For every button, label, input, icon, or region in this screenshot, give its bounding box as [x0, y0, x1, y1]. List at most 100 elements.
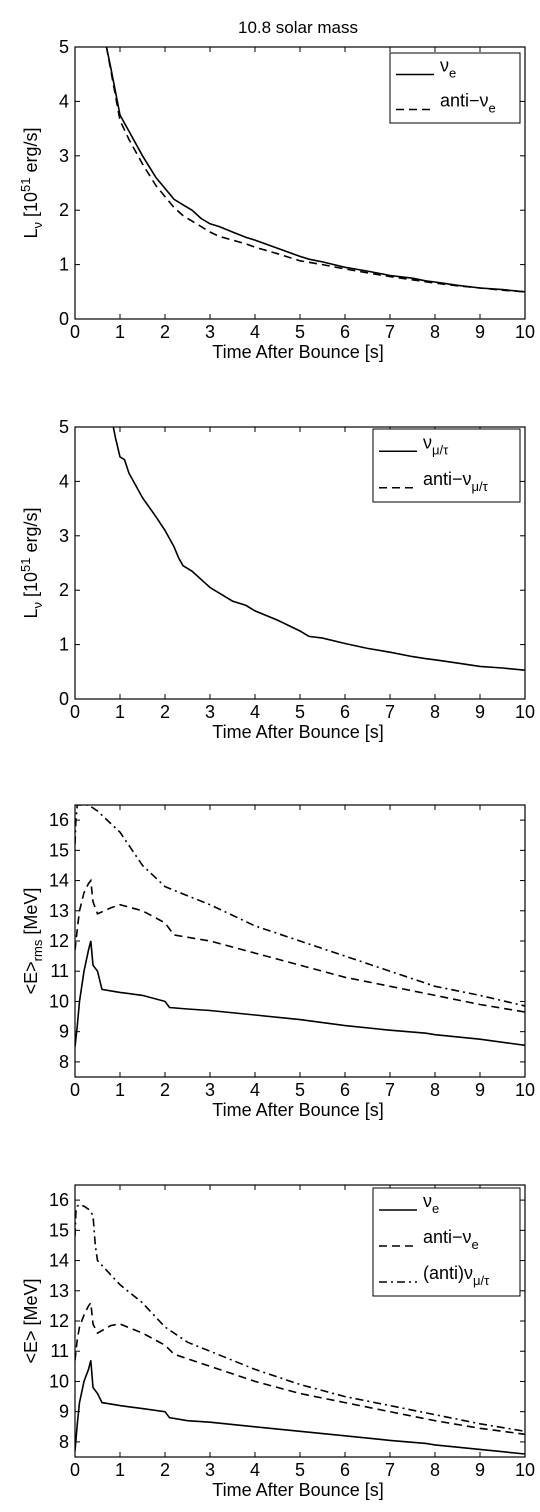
x-tick-label: 6	[340, 1460, 350, 1480]
x-tick-label: 4	[250, 1460, 260, 1480]
legend-label: anti−νμ/τ	[423, 469, 489, 494]
legend-label: (anti)νμ/τ	[423, 1263, 490, 1288]
y-tick-label: 0	[59, 309, 69, 329]
x-tick-label: 6	[340, 322, 350, 342]
x-tick-label: 4	[250, 702, 260, 722]
y-tick-label: 2	[59, 200, 69, 220]
x-tick-label: 10	[515, 702, 535, 722]
y-tick-label: 10	[49, 991, 69, 1011]
y-tick-label: 1	[59, 255, 69, 275]
y-tick-label: 5	[59, 37, 69, 57]
series-line-1	[105, 47, 525, 293]
x-tick-label: 5	[295, 1460, 305, 1480]
y-tick-label: 5	[59, 417, 69, 437]
y-tick-label: 4	[59, 471, 69, 491]
x-tick-label: 6	[340, 702, 350, 722]
x-tick-label: 1	[115, 1460, 125, 1480]
series-line-1	[112, 427, 525, 671]
legend: νe anti−νe	[389, 52, 521, 124]
x-tick-label: 9	[475, 1460, 485, 1480]
y-tick-label: 15	[49, 840, 69, 860]
x-tick-label: 2	[160, 322, 170, 342]
series-line-2	[105, 47, 525, 293]
legend-label: νe	[423, 1191, 439, 1216]
y-axis-label: Lν [1051 erg/s]	[18, 127, 45, 238]
series-line-2	[75, 878, 525, 1013]
x-tick-label: 1	[115, 702, 125, 722]
y-axis-label: <E> [MeV]	[21, 1278, 41, 1363]
y-tick-label: 15	[49, 1220, 69, 1240]
legend-box	[372, 1187, 521, 1297]
x-tick-label: 2	[160, 702, 170, 722]
x-tick-label: 2	[160, 1080, 170, 1100]
x-tick-label: 9	[475, 1080, 485, 1100]
y-tick-label: 14	[49, 871, 69, 891]
y-tick-label: 13	[49, 901, 69, 921]
figure-title: 10.8 solar mass	[238, 18, 358, 37]
y-tick-label: 13	[49, 1281, 69, 1301]
x-tick-label: 10	[515, 1080, 535, 1100]
x-tick-label: 8	[430, 1080, 440, 1100]
y-tick-label: 0	[59, 689, 69, 709]
y-tick-label: 14	[49, 1251, 69, 1271]
y-tick-label: 3	[59, 146, 69, 166]
y-tick-label: 16	[49, 810, 69, 830]
x-tick-label: 4	[250, 322, 260, 342]
x-tick-label: 3	[205, 1080, 215, 1100]
x-tick-label: 8	[430, 322, 440, 342]
y-tick-label: 4	[59, 91, 69, 111]
x-tick-label: 1	[115, 322, 125, 342]
legend-label: νe	[440, 56, 456, 81]
x-tick-label: 5	[295, 1080, 305, 1100]
legend: νμ/τ anti−νμ/τ	[372, 428, 521, 503]
y-tick-label: 8	[59, 1052, 69, 1072]
series-line-1	[75, 940, 525, 1047]
x-tick-label: 3	[205, 322, 215, 342]
x-tick-label: 7	[385, 702, 395, 722]
y-axis-label: <E>rms [MeV]	[21, 888, 45, 995]
x-axis-label: Time After Bounce [s]	[212, 1480, 383, 1500]
x-tick-label: 9	[475, 322, 485, 342]
y-tick-label: 3	[59, 526, 69, 546]
x-tick-label: 7	[385, 322, 395, 342]
x-tick-label: 6	[340, 1080, 350, 1100]
legend-label: anti−νe	[440, 91, 496, 116]
y-tick-label: 12	[49, 931, 69, 951]
x-tick-label: 4	[250, 1080, 260, 1100]
x-tick-label: 0	[70, 1080, 80, 1100]
x-tick-label: 8	[430, 702, 440, 722]
x-tick-label: 7	[385, 1460, 395, 1480]
x-tick-label: 0	[70, 702, 80, 722]
x-axis-label: Time After Bounce [s]	[212, 1100, 383, 1120]
y-tick-label: 11	[50, 1341, 69, 1361]
x-tick-label: 1	[115, 1080, 125, 1100]
x-tick-label: 2	[160, 1460, 170, 1480]
x-tick-label: 5	[295, 322, 305, 342]
y-tick-label: 2	[59, 580, 69, 600]
y-tick-label: 16	[49, 1190, 69, 1210]
x-tick-label: 8	[430, 1460, 440, 1480]
y-tick-label: 10	[49, 1371, 69, 1391]
x-tick-label: 9	[475, 702, 485, 722]
y-tick-label: 12	[49, 1311, 69, 1331]
x-tick-label: 10	[515, 322, 535, 342]
x-tick-label: 3	[205, 702, 215, 722]
legend-label: anti−νe	[423, 1227, 479, 1252]
x-tick-label: 7	[385, 1080, 395, 1100]
legend: νe anti−νe (anti)νμ/τ	[372, 1187, 521, 1297]
legend-label: νμ/τ	[423, 432, 449, 457]
x-tick-label: 10	[515, 1460, 535, 1480]
y-tick-label: 9	[59, 1402, 69, 1422]
series-line-1	[75, 1360, 525, 1455]
y-tick-label: 1	[59, 635, 69, 655]
series-line-3	[75, 1203, 525, 1433]
y-tick-label: 9	[59, 1022, 69, 1042]
series-line-3	[75, 805, 525, 1007]
x-tick-label: 0	[70, 322, 80, 342]
x-tick-label: 0	[70, 1460, 80, 1480]
